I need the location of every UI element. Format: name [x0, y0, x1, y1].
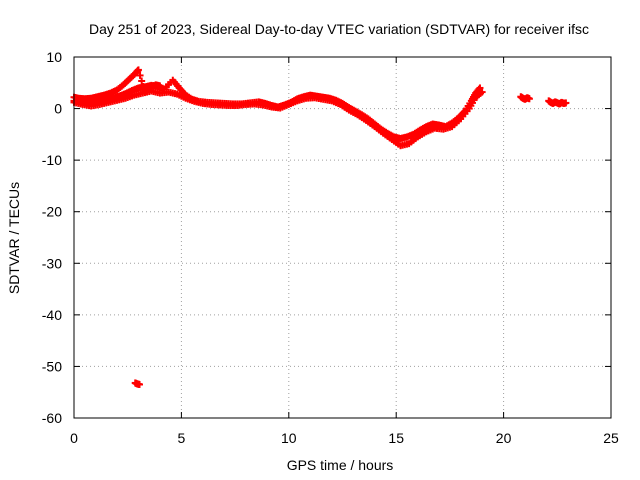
- data-point: [156, 82, 164, 90]
- y-tick-label: -50: [42, 358, 62, 374]
- plot-frame: [73, 56, 612, 419]
- data-point: [136, 71, 144, 79]
- data-point: [138, 77, 146, 85]
- data-point: [136, 380, 144, 388]
- y-tick-label: 10: [46, 49, 62, 65]
- y-tick-label: -10: [42, 152, 62, 168]
- data-point: [562, 99, 570, 107]
- x-tick-label: 15: [388, 430, 404, 446]
- x-axis: 0 5 10 15 20 25: [70, 57, 619, 446]
- data-point: [134, 66, 142, 74]
- x-axis-label: GPS time / hours: [287, 457, 394, 473]
- x-tick-label: 5: [178, 430, 186, 446]
- data-point: [525, 95, 533, 103]
- x-tick-label: 25: [603, 430, 619, 446]
- y-tick-label: -30: [42, 255, 62, 271]
- data-point: [478, 88, 486, 96]
- x-tick-label: 20: [496, 430, 512, 446]
- chart-title: Day 251 of 2023, Sidereal Day-to-day VTE…: [89, 21, 589, 37]
- data-points: [70, 66, 570, 388]
- y-axis: 10 0 -10 -20 -30 -40 -50 -60: [42, 49, 611, 426]
- y-tick-label: -20: [42, 204, 62, 220]
- data-point: [139, 83, 147, 91]
- y-tick-label: 0: [54, 101, 62, 117]
- y-axis-label: SDTVAR / TECUs: [6, 182, 22, 294]
- grid-lines: [74, 57, 611, 418]
- y-tick-label: -60: [42, 410, 62, 426]
- y-tick-label: -40: [42, 307, 62, 323]
- x-tick-label: 10: [281, 430, 297, 446]
- x-tick-label: 0: [70, 430, 78, 446]
